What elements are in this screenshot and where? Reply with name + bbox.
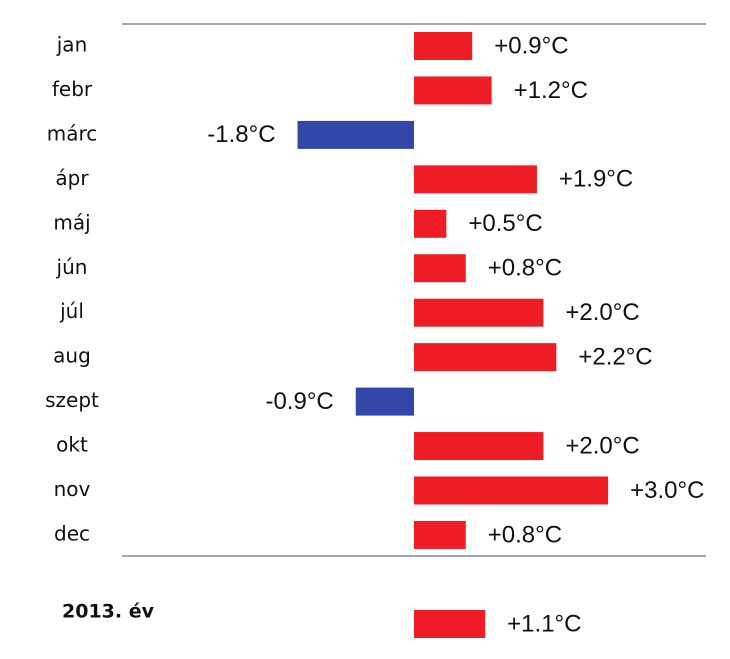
value-label: +0.8°C: [488, 255, 562, 282]
category-label: okt: [56, 433, 88, 457]
category-label: máj: [53, 210, 90, 234]
bar: [355, 387, 414, 416]
category-label: dec: [54, 521, 90, 545]
bar: [414, 520, 466, 549]
bar: [414, 432, 544, 461]
value-label: +0.8°C: [488, 521, 562, 548]
category-label: jan: [56, 33, 88, 57]
bar: [414, 254, 466, 283]
bar: [414, 209, 447, 238]
bar: [414, 476, 609, 505]
value-label: -1.8°C: [207, 121, 275, 148]
category-label: júl: [59, 299, 84, 323]
category-label: aug: [53, 344, 91, 368]
category-label: jún: [56, 255, 88, 279]
bar: [297, 120, 414, 149]
bar: [414, 32, 473, 60]
category-label: ápr: [55, 166, 89, 190]
value-label: +2.2°C: [578, 343, 652, 370]
category-label: nov: [54, 477, 91, 501]
bar: [414, 298, 544, 327]
value-label: +1.9°C: [559, 166, 633, 193]
value-label: +0.9°C: [494, 32, 568, 59]
value-label: +3.0°C: [630, 477, 704, 504]
value-label: +1.1°C: [507, 610, 581, 637]
category-label: szept: [45, 388, 99, 412]
category-label: márc: [47, 121, 98, 145]
value-label: +1.2°C: [514, 77, 588, 104]
annual-label: 2013. év: [62, 601, 155, 623]
value-label: +2.0°C: [565, 432, 639, 459]
category-label: febr: [52, 77, 93, 101]
bar: [414, 343, 557, 372]
value-label: +0.5°C: [468, 210, 542, 237]
bar: [414, 165, 537, 194]
bar: [414, 76, 492, 105]
value-label: +2.0°C: [565, 299, 639, 326]
value-label: -0.9°C: [265, 388, 333, 415]
bar: [414, 610, 486, 638]
